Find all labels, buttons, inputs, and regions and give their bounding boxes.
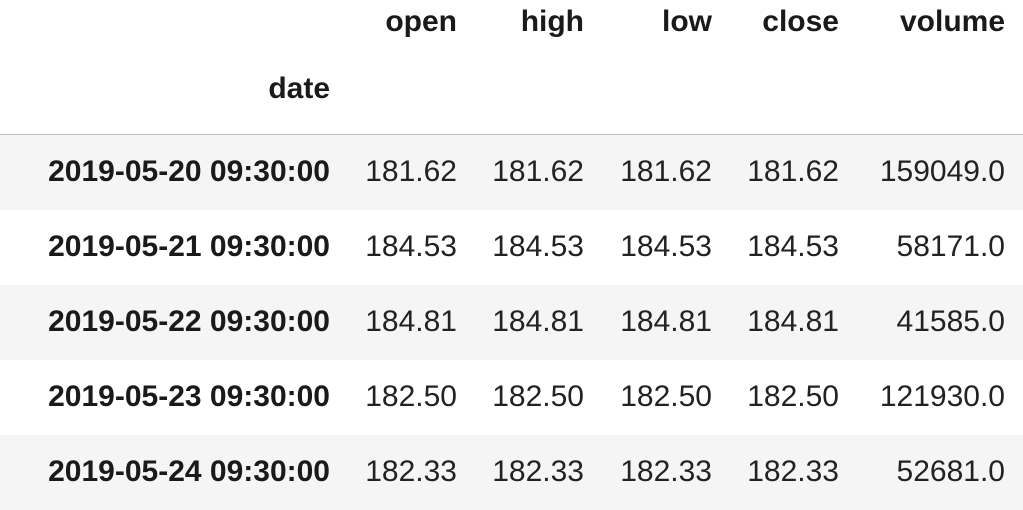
empty-header-cell	[857, 44, 1023, 135]
column-header-high: high	[520, 5, 584, 38]
cell-volume: 41585.0	[896, 305, 1005, 338]
empty-header-cell	[475, 44, 602, 135]
row-index-date: 2019-05-22 09:30:00	[48, 305, 330, 338]
cell-volume: 52681.0	[896, 455, 1005, 488]
cell-volume: 121930.0	[879, 380, 1005, 413]
cell-high: 184.53	[492, 230, 584, 263]
cell-high: 181.62	[492, 155, 584, 189]
cell-low: 182.33	[620, 455, 712, 488]
cell-high: 182.33	[492, 455, 584, 488]
index-corner-cell	[0, 0, 348, 44]
table-row: 2019-05-22 09:30:00 184.81 184.81 184.81…	[0, 284, 1023, 360]
table-row: 2019-05-21 09:30:00 184.53 184.53 184.53…	[0, 210, 1023, 285]
cell-close: 182.50	[747, 380, 839, 413]
column-header-close: close	[762, 5, 839, 38]
table-body: 2019-05-20 09:30:00 181.62 181.62 181.62…	[0, 134, 1023, 510]
empty-header-cell	[730, 44, 857, 135]
cell-open: 184.81	[365, 305, 457, 338]
column-header-open: open	[385, 5, 457, 38]
table-header: open high low close volume date	[0, 0, 1023, 135]
index-name-header: date	[0, 44, 348, 135]
column-header-row: open high low close volume	[0, 0, 1023, 44]
column-header-volume: volume	[899, 5, 1005, 38]
cell-low: 184.81	[620, 305, 712, 338]
table-row: 2019-05-20 09:30:00 181.62 181.62 181.62…	[0, 134, 1023, 210]
cell-low: 182.50	[620, 380, 712, 413]
table-row: 2019-05-24 09:30:00 182.33 182.33 182.33…	[0, 434, 1023, 510]
index-name-row: date	[0, 44, 1023, 135]
cell-open: 181.62	[365, 155, 457, 189]
cell-volume: 58171.0	[896, 230, 1005, 263]
row-index-date: 2019-05-24 09:30:00	[48, 455, 330, 488]
cell-open: 182.33	[365, 455, 457, 488]
column-header-low: low	[662, 5, 712, 38]
cell-open: 182.50	[365, 380, 457, 413]
cell-low: 184.53	[620, 230, 712, 263]
cell-high: 184.81	[492, 305, 584, 338]
cell-close: 184.81	[747, 305, 839, 338]
cell-open: 184.53	[365, 230, 457, 263]
row-index-date: 2019-05-23 09:30:00	[48, 380, 330, 413]
row-index-date: 2019-05-20 09:30:00	[48, 155, 330, 189]
cell-close: 184.53	[747, 230, 839, 263]
empty-header-cell	[348, 44, 475, 135]
cell-close: 182.33	[747, 455, 839, 488]
empty-header-cell	[602, 44, 730, 135]
cell-low: 181.62	[620, 155, 712, 189]
cell-high: 182.50	[492, 380, 584, 413]
cell-volume: 159049.0	[879, 155, 1005, 189]
cell-close: 181.62	[747, 155, 839, 189]
table-row: 2019-05-23 09:30:00 182.50 182.50 182.50…	[0, 360, 1023, 435]
row-index-date: 2019-05-21 09:30:00	[48, 230, 330, 263]
